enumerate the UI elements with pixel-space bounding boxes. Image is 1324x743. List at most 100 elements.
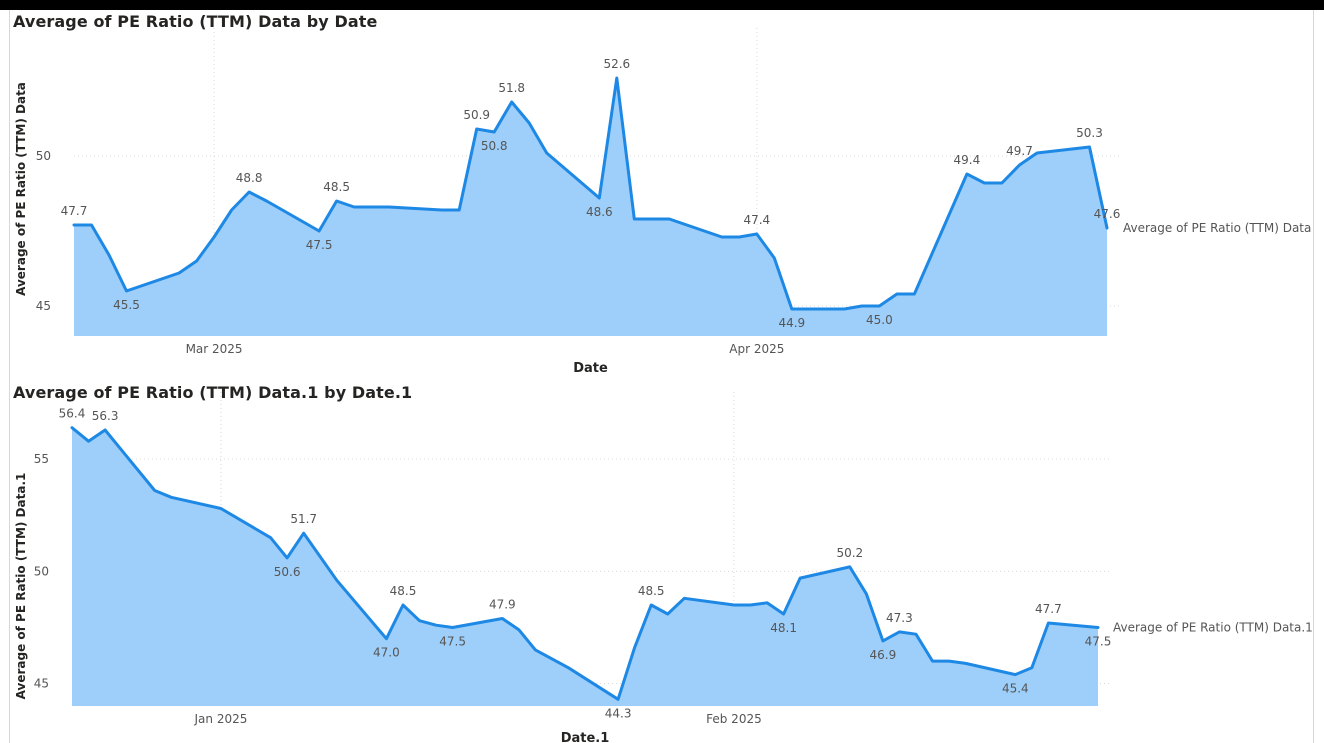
data-point[interactable]	[218, 506, 224, 512]
data-label: 45.5	[113, 298, 140, 312]
data-label: 52.6	[603, 57, 630, 71]
data-point[interactable]	[648, 602, 654, 608]
data-point[interactable]	[433, 622, 439, 628]
data-label: 48.5	[323, 180, 350, 194]
data-point[interactable]	[963, 660, 969, 666]
data-point[interactable]	[615, 696, 621, 702]
data-point[interactable]	[532, 647, 538, 653]
data-label: 47.6	[1094, 207, 1121, 221]
data-point[interactable]	[797, 575, 803, 581]
y-axis-title: Average of PE Ratio (TTM) Data	[14, 82, 28, 296]
data-point[interactable]	[896, 629, 902, 635]
x-tick-label: Apr 2025	[729, 342, 784, 356]
data-label: 50.6	[274, 565, 301, 579]
data-label: 50.3	[1076, 126, 1103, 140]
data-point[interactable]	[930, 658, 936, 664]
x-tick-label: Mar 2025	[186, 342, 243, 356]
y-tick-label: 50	[36, 149, 51, 163]
data-label: 49.4	[954, 153, 981, 167]
data-label: 47.5	[1085, 635, 1112, 649]
data-point[interactable]	[913, 631, 919, 637]
y-tick-label: 45	[36, 299, 51, 313]
data-point[interactable]	[516, 627, 522, 633]
data-label: 56.4	[59, 407, 86, 421]
data-point[interactable]	[681, 595, 687, 601]
x-axis-title: Date.1	[561, 731, 610, 743]
data-label: 47.4	[743, 213, 770, 227]
data-point[interactable]	[566, 665, 572, 671]
series-line[interactable]	[72, 76, 1109, 311]
data-label: 48.1	[770, 621, 797, 635]
data-label: 46.9	[870, 648, 897, 662]
data-label: 51.8	[498, 81, 525, 95]
data-label: 51.7	[290, 512, 317, 526]
data-point[interactable]	[781, 611, 787, 617]
chart-2-title: Average of PE Ratio (TTM) Data.1 by Date…	[13, 383, 413, 402]
data-label: 48.8	[236, 171, 263, 185]
data-label: 48.5	[390, 584, 417, 598]
data-point[interactable]	[400, 602, 406, 608]
data-label: 44.9	[778, 316, 805, 330]
x-axis-title: Date	[573, 361, 608, 376]
data-point[interactable]	[417, 618, 423, 624]
data-label: 47.7	[61, 204, 88, 218]
x-tick-label: Jan 2025	[194, 712, 248, 726]
data-point[interactable]	[69, 425, 75, 431]
data-point[interactable]	[863, 591, 869, 597]
data-label: 47.9	[489, 598, 516, 612]
data-point[interactable]	[731, 602, 737, 608]
data-label: 56.3	[92, 409, 119, 423]
data-label: 47.7	[1035, 602, 1062, 616]
y-tick-label: 50	[34, 564, 49, 578]
data-point[interactable]	[102, 427, 108, 433]
data-label: 47.5	[306, 238, 333, 252]
series-end-label: Average of PE Ratio (TTM) Data.1	[1113, 621, 1313, 635]
series-end-label: Average of PE Ratio (TTM) Data	[1123, 221, 1311, 235]
visual-border-right	[1313, 10, 1314, 743]
data-point[interactable]	[847, 564, 853, 570]
chart-1-title: Average of PE Ratio (TTM) Data by Date	[13, 12, 378, 31]
data-point[interactable]	[880, 638, 886, 644]
data-point[interactable]	[665, 611, 671, 617]
data-label: 44.3	[605, 706, 632, 720]
data-point[interactable]	[383, 636, 389, 642]
data-label: 48.6	[586, 205, 613, 219]
y-tick-label: 55	[34, 452, 49, 466]
data-point[interactable]	[86, 438, 92, 444]
data-point[interactable]	[632, 645, 638, 651]
data-label: 47.0	[373, 646, 400, 660]
data-point[interactable]	[748, 602, 754, 608]
data-point[interactable]	[1045, 620, 1051, 626]
series-line[interactable]	[70, 426, 1100, 701]
data-label: 48.5	[638, 584, 665, 598]
data-point[interactable]	[946, 658, 952, 664]
data-point[interactable]	[1095, 625, 1101, 631]
series-area[interactable]	[72, 427, 1098, 706]
series-area[interactable]	[74, 78, 1107, 336]
chart-1-pe-ratio-by-date[interactable]: 45 50 Mar 2025 Apr 2025 Date Average of PE Ra…	[0, 0, 1324, 380]
x-tick-label: Feb 2025	[706, 712, 762, 726]
data-label: 47.3	[886, 611, 913, 625]
data-label: 49.7	[1006, 144, 1033, 158]
data-label: 50.9	[463, 108, 490, 122]
data-point[interactable]	[268, 535, 274, 541]
data-point[interactable]	[301, 530, 307, 536]
data-point[interactable]	[284, 555, 290, 561]
data-point[interactable]	[168, 494, 174, 500]
data-label: 45.0	[866, 313, 893, 327]
data-label: 50.8	[481, 139, 508, 153]
data-point[interactable]	[334, 577, 340, 583]
data-label: 47.5	[439, 635, 466, 649]
visual-border-left	[9, 10, 10, 743]
y-axis-title: Average of PE Ratio (TTM) Data.1	[14, 473, 28, 700]
data-label: 50.2	[836, 546, 863, 560]
data-point[interactable]	[764, 600, 770, 606]
data-point[interactable]	[152, 488, 158, 494]
data-point[interactable]	[1029, 665, 1035, 671]
data-point[interactable]	[450, 625, 456, 631]
y-tick-label: 45	[34, 677, 49, 691]
data-label: 45.4	[1002, 682, 1029, 696]
data-point[interactable]	[1012, 672, 1018, 678]
data-point[interactable]	[499, 616, 505, 622]
